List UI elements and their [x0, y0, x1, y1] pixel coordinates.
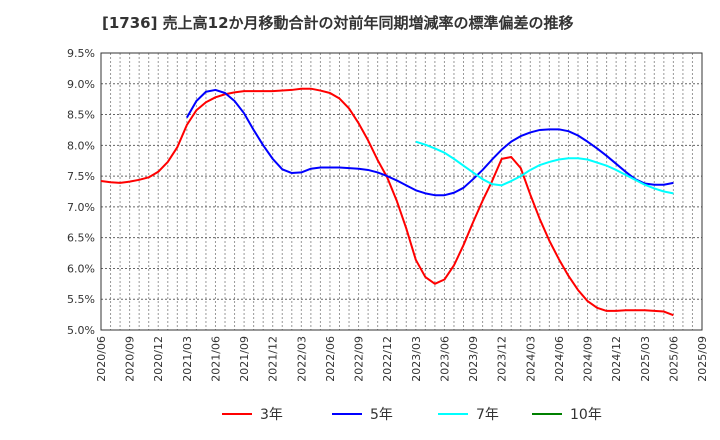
- x-tick-label: 2023/06: [438, 336, 451, 382]
- x-tick-label: 2023/09: [467, 336, 480, 382]
- x-tick-label: 2021/03: [181, 336, 194, 382]
- y-tick-label: 5.5%: [67, 293, 95, 306]
- y-tick-label: 8.0%: [67, 139, 95, 152]
- x-tick-label: 2023/12: [496, 336, 509, 382]
- chart-title: [1736] 売上高12か月移動合計の対前年同期増減率の標準偏差の推移: [102, 14, 574, 32]
- x-tick-label: 2025/06: [667, 336, 680, 382]
- y-tick-label: 7.5%: [67, 170, 95, 183]
- series-line-5年: [185, 88, 674, 197]
- legend-label: 7年: [476, 407, 499, 423]
- x-tick-label: 2024/12: [610, 336, 623, 382]
- x-tick-label: 2022/06: [324, 336, 337, 382]
- series-line-7年: [415, 140, 674, 195]
- y-tick-label: 9.5%: [67, 47, 95, 60]
- y-tick-label: 9.0%: [67, 78, 95, 91]
- legend-label: 10年: [570, 407, 602, 423]
- x-tick-label: 2025/03: [639, 336, 652, 382]
- x-tick-label: 2021/06: [209, 336, 222, 382]
- legend-label: 5年: [370, 407, 393, 423]
- x-tick-label: 2024/03: [524, 336, 537, 382]
- plot-frame: [100, 52, 703, 331]
- x-tick-label: 2020/12: [152, 336, 165, 382]
- x-tick-label: 2021/09: [238, 336, 251, 382]
- legend-label: 3年: [260, 407, 283, 423]
- x-tick-label: 2020/06: [95, 336, 108, 382]
- y-tick-label: 7.0%: [67, 201, 95, 214]
- x-tick-label: 2024/06: [553, 336, 566, 382]
- y-tick-label: 6.5%: [67, 232, 95, 245]
- y-tick-label: 8.5%: [67, 109, 95, 122]
- x-tick-label: 2023/03: [410, 336, 423, 382]
- y-tick-label: 5.0%: [67, 324, 95, 337]
- x-tick-label: 2022/12: [381, 336, 394, 382]
- series-line-3年: [100, 87, 674, 317]
- x-tick-label: 2024/09: [582, 336, 595, 382]
- x-tick-label: 2025/09: [696, 336, 709, 382]
- y-tick-label: 6.0%: [67, 262, 95, 275]
- x-tick-label: 2020/09: [124, 336, 137, 382]
- x-tick-label: 2021/12: [267, 336, 280, 382]
- x-tick-label: 2022/03: [295, 336, 308, 382]
- x-tick-label: 2022/09: [353, 336, 366, 382]
